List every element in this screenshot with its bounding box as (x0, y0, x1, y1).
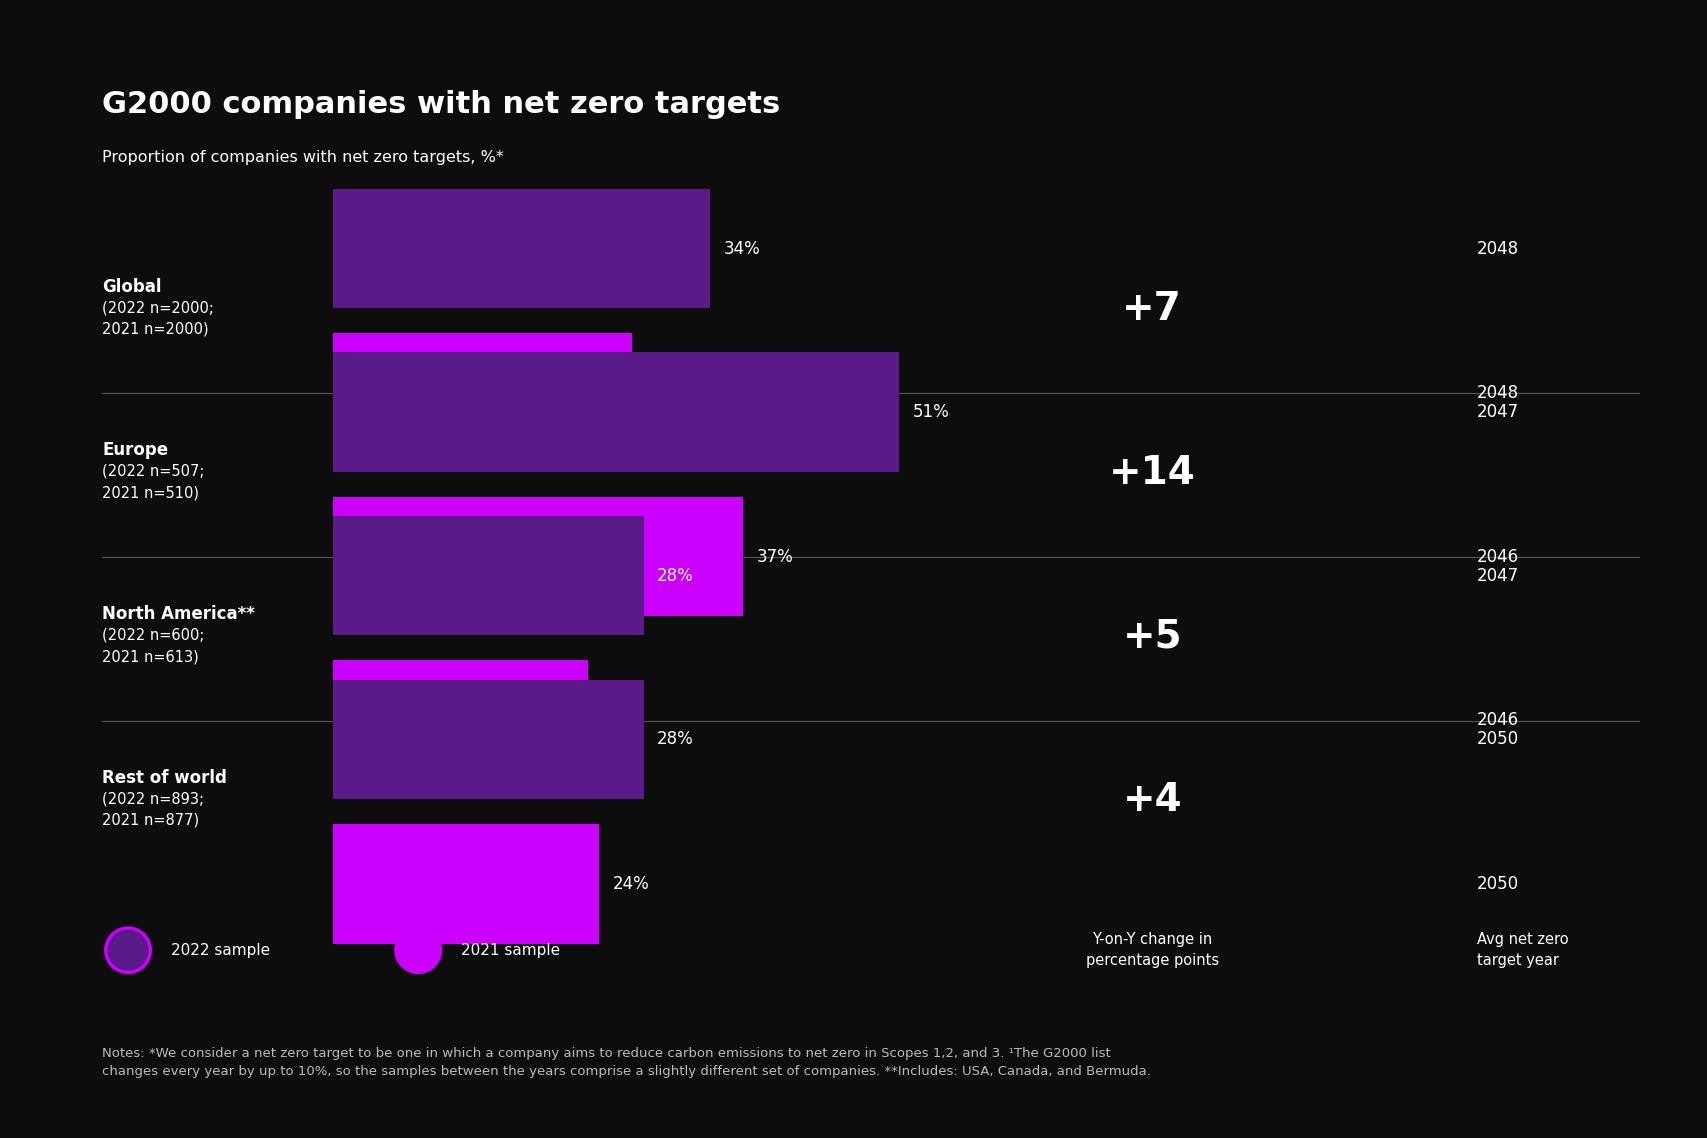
Text: (2022 n=893;
2021 n=877): (2022 n=893; 2021 n=877) (102, 791, 205, 827)
Text: Notes: *We consider a net zero target to be one in which a company aims to reduc: Notes: *We consider a net zero target to… (102, 1047, 1151, 1078)
Text: 2050: 2050 (1477, 731, 1519, 749)
Bar (333, 353, 898, 472)
Text: 34%: 34% (724, 239, 761, 257)
Text: Rest of world: Rest of world (102, 768, 227, 786)
Text: 2022 sample: 2022 sample (171, 942, 270, 958)
Text: 2050: 2050 (1477, 875, 1519, 893)
Text: (2022 n=2000;
2021 n=2000): (2022 n=2000; 2021 n=2000) (102, 300, 215, 337)
Text: 2021 sample: 2021 sample (461, 942, 560, 958)
Text: 27%: 27% (645, 384, 683, 402)
Text: Proportion of companies with net zero targets, %*: Proportion of companies with net zero ta… (102, 150, 504, 165)
Ellipse shape (106, 929, 150, 972)
Text: +5: +5 (1123, 618, 1181, 655)
Bar (333, 497, 744, 617)
Text: 2048: 2048 (1477, 384, 1519, 402)
Text: 2046: 2046 (1477, 711, 1519, 729)
Text: +7: +7 (1121, 290, 1183, 329)
Text: 2048: 2048 (1477, 239, 1519, 257)
Bar (333, 333, 632, 453)
Text: Y-on-Y change in
percentage points: Y-on-Y change in percentage points (1086, 932, 1219, 968)
Text: +4: +4 (1123, 781, 1181, 819)
Ellipse shape (396, 929, 440, 972)
Text: (2022 n=600;
2021 n=613): (2022 n=600; 2021 n=613) (102, 627, 205, 665)
Text: (2022 n=507;
2021 n=510): (2022 n=507; 2021 n=510) (102, 464, 205, 501)
Text: G2000 companies with net zero targets: G2000 companies with net zero targets (102, 91, 780, 119)
Text: 2046: 2046 (1477, 547, 1519, 566)
Text: Avg net zero
target year: Avg net zero target year (1477, 932, 1569, 968)
Text: 51%: 51% (912, 403, 949, 421)
Text: 24%: 24% (613, 875, 650, 893)
Bar (333, 824, 599, 943)
Text: Europe: Europe (102, 442, 169, 460)
Bar (333, 516, 644, 635)
Bar (333, 189, 710, 308)
Text: 28%: 28% (657, 567, 695, 585)
Text: Global: Global (102, 278, 162, 296)
Text: 28%: 28% (657, 731, 695, 749)
Text: 2047: 2047 (1477, 403, 1519, 421)
Text: 37%: 37% (758, 547, 794, 566)
Text: 2047: 2047 (1477, 567, 1519, 585)
Bar (333, 660, 587, 780)
Text: +14: +14 (1110, 454, 1195, 492)
Text: North America**: North America** (102, 605, 256, 622)
Text: 23%: 23% (603, 711, 638, 729)
Bar (333, 679, 644, 799)
